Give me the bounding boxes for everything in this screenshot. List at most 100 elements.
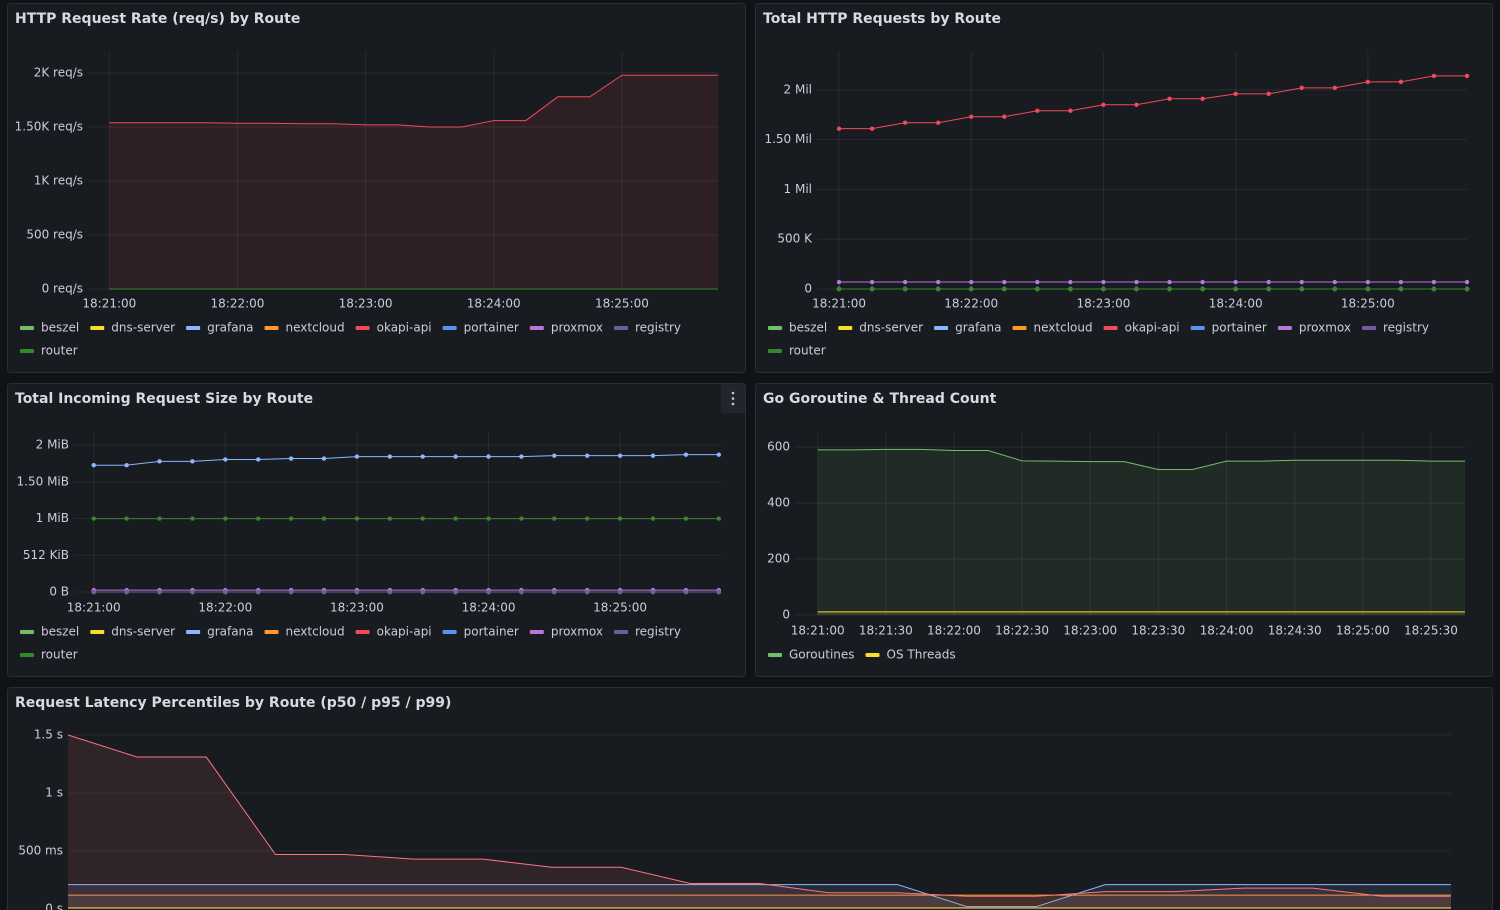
data-point	[420, 454, 425, 459]
area-fill	[817, 449, 1465, 615]
data-point	[585, 589, 590, 595]
series-line	[839, 75, 1467, 130]
legend-swatch	[768, 653, 782, 657]
data-point	[617, 516, 623, 521]
legend-item[interactable]: proxmox	[1277, 321, 1351, 335]
data-point	[387, 589, 393, 595]
data-point	[124, 589, 129, 595]
data-point	[354, 454, 360, 459]
y-tick-label: 0	[804, 282, 812, 296]
x-tick-label: 18:21:30	[859, 624, 913, 638]
legend-item[interactable]: grafana	[934, 321, 1002, 335]
data-point	[1101, 286, 1106, 292]
legend-label: proxmox	[551, 625, 603, 639]
menu-dot[interactable]	[731, 397, 735, 400]
x-tick-label: 18:21:00	[67, 601, 121, 615]
data-point	[486, 516, 491, 521]
legend-item[interactable]: beszel	[20, 321, 79, 335]
data-point	[1431, 73, 1437, 79]
data-point	[519, 516, 524, 521]
legend-item[interactable]: router	[768, 344, 826, 358]
legend-item[interactable]: router	[20, 344, 78, 358]
data-point	[1068, 279, 1073, 285]
x-tick-label: 18:24:30	[1268, 624, 1322, 638]
data-point	[223, 457, 228, 462]
legend-item[interactable]: portainer	[442, 625, 519, 639]
legend-label: okapi-api	[1125, 321, 1180, 335]
legend-item[interactable]: nextcloud	[264, 321, 345, 335]
data-point	[869, 126, 875, 131]
data-point	[91, 589, 96, 595]
data-point	[486, 589, 491, 595]
legend-item[interactable]: okapi-api	[355, 625, 432, 639]
legend-item[interactable]: proxmox	[529, 625, 603, 639]
legend-swatch	[529, 630, 544, 634]
x-tick-label: 18:25:00	[595, 297, 649, 311]
legend-item[interactable]: portainer	[442, 321, 519, 335]
data-point	[387, 454, 393, 459]
legend-label: okapi-api	[377, 321, 432, 335]
legend-item[interactable]: registry	[614, 625, 681, 639]
x-tick-label: 18:24:00	[1200, 624, 1254, 638]
data-point	[1332, 85, 1337, 91]
legend-item[interactable]: dns-server	[90, 321, 175, 335]
series-line	[109, 74, 718, 128]
y-tick-label: 600	[767, 440, 790, 454]
legend-swatch	[1362, 326, 1376, 330]
y-tick-label: 1.50K req/s	[15, 120, 83, 134]
legend-item[interactable]: dns-server	[838, 321, 923, 335]
panel	[755, 383, 1493, 677]
x-tick-label: 18:23:00	[330, 601, 384, 615]
y-tick-label: 0	[782, 608, 790, 622]
legend-label: nextcloud	[1034, 321, 1093, 335]
data-point	[617, 589, 623, 595]
data-point	[1233, 286, 1238, 292]
legend-item[interactable]: nextcloud	[264, 625, 345, 639]
legend-label: registry	[1383, 321, 1429, 335]
series-line	[93, 454, 719, 466]
legend-item[interactable]: portainer	[1190, 321, 1267, 335]
data-point	[1398, 279, 1404, 285]
legend-item[interactable]: beszel	[768, 321, 827, 335]
data-point	[420, 589, 425, 595]
legend-label: dns-server	[111, 321, 175, 335]
x-tick-label: 18:24:00	[467, 297, 521, 311]
data-point	[1002, 114, 1007, 119]
legend-item[interactable]: Goroutines	[768, 648, 855, 662]
data-point	[1266, 91, 1271, 97]
menu-dot[interactable]	[731, 391, 735, 395]
y-tick-label: 400	[767, 496, 790, 510]
legend-item[interactable]: registry	[1362, 321, 1429, 335]
panel	[755, 3, 1493, 373]
legend-item[interactable]: nextcloud	[1012, 321, 1093, 335]
legend-label: nextcloud	[286, 625, 345, 639]
legend-item[interactable]: beszel	[20, 625, 79, 639]
data-point	[321, 456, 327, 461]
series-line	[67, 734, 1451, 897]
data-point	[124, 516, 129, 521]
data-point	[1365, 279, 1371, 285]
legend-item[interactable]: grafana	[186, 625, 254, 639]
legend-item[interactable]: proxmox	[529, 321, 603, 335]
legend-item[interactable]: okapi-api	[355, 321, 432, 335]
panel-title: Total Incoming Request Size by Route	[15, 391, 313, 407]
legend-item[interactable]: grafana	[186, 321, 254, 335]
legend-label: portainer	[464, 625, 519, 639]
data-point	[836, 286, 842, 292]
legend-item[interactable]: OS Threads	[865, 648, 956, 662]
data-point	[650, 589, 656, 595]
data-point	[1299, 279, 1304, 285]
legend-swatch	[20, 326, 34, 330]
y-tick-label: 500 K	[777, 232, 813, 246]
data-point	[902, 286, 908, 292]
menu-dot[interactable]	[731, 402, 735, 406]
data-point	[1266, 286, 1271, 292]
panel-menu-button[interactable]	[721, 384, 745, 413]
x-tick-label: 18:21:00	[82, 297, 136, 311]
legend-item[interactable]: dns-server	[90, 625, 175, 639]
legend-item[interactable]: okapi-api	[1103, 321, 1180, 335]
legend-item[interactable]: router	[20, 648, 78, 662]
data-point	[288, 516, 294, 521]
data-point	[683, 516, 689, 521]
legend-item[interactable]: registry	[614, 321, 681, 335]
